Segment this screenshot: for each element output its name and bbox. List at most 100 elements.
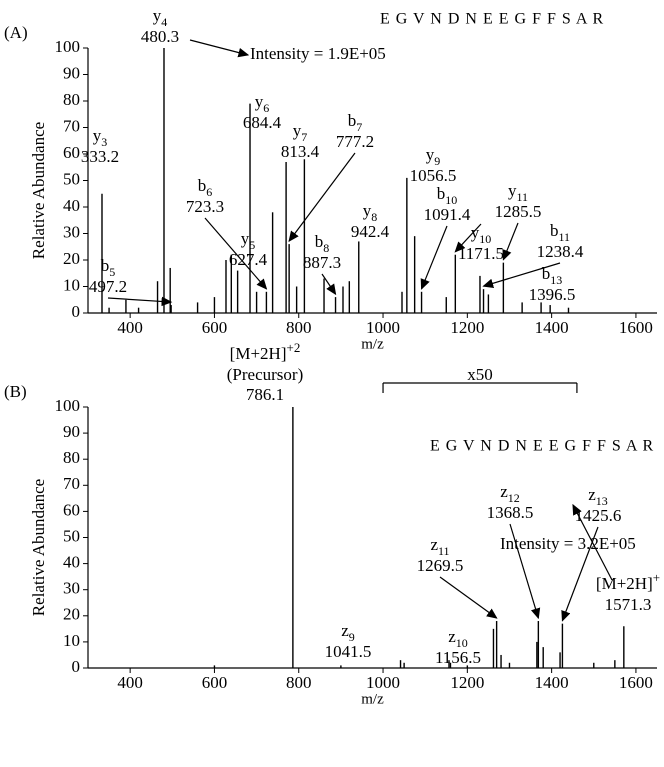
ion-label: z13	[588, 485, 608, 508]
label-arrow	[509, 523, 541, 620]
ion-mz: 627.4	[229, 250, 268, 269]
ion-mz: 942.4	[351, 222, 390, 241]
label-arrow	[107, 296, 173, 307]
ion-subscript: 5	[109, 265, 115, 279]
ion-name: b	[542, 264, 551, 283]
y-tick-label: 50	[63, 526, 80, 545]
ion-subscript: 8	[371, 210, 377, 224]
ion-label: [M+2H]+2	[230, 340, 301, 363]
y-tick-label: 70	[63, 116, 80, 135]
y-tick-label: 20	[63, 605, 80, 624]
ion-label: [M+2H]+	[596, 570, 660, 593]
ion-name: y	[153, 6, 162, 25]
ion-subscript: 5	[249, 238, 255, 252]
ion-name: b	[315, 232, 324, 251]
x-tick-label: 1600	[619, 673, 653, 692]
ion-mz: 497.2	[89, 277, 127, 296]
x-tick-label: 1400	[535, 318, 569, 337]
x-tick-label: 600	[202, 318, 228, 337]
peptide-sequence: E G V N D N E E G F F S A R	[430, 438, 654, 455]
ion-subscript: 11	[516, 190, 528, 204]
x-axis-label: m/z	[361, 336, 384, 352]
x-tick-label: 600	[202, 673, 228, 692]
y-tick-label: 100	[55, 396, 81, 415]
label-arrow	[439, 576, 498, 619]
ion-mz: 813.4	[281, 142, 320, 161]
y-tick-label: 40	[63, 196, 80, 215]
ion-mz: 786.1	[246, 385, 284, 404]
ion-name: z	[341, 621, 349, 640]
x-tick-label: 1200	[450, 673, 484, 692]
ion-label: y7	[293, 121, 308, 144]
ion-subscript: 7	[301, 130, 307, 144]
y-tick-label: 90	[63, 422, 80, 441]
ion-subscript: 9	[349, 630, 355, 644]
label-arrow	[204, 217, 268, 290]
ion-superscript: +	[653, 570, 660, 585]
panel-label: (B)	[4, 382, 27, 401]
label-arrow	[482, 262, 561, 288]
ion-label: b7	[348, 111, 363, 134]
ion-label: y6	[255, 92, 270, 115]
intensity-label: Intensity = 1.9E+05	[250, 44, 386, 63]
y-tick-label: 60	[63, 143, 80, 162]
ion-mz: 1091.4	[424, 205, 471, 224]
y-tick-label: 30	[63, 579, 80, 598]
ion-subscript: 4	[161, 15, 167, 29]
x-tick-label: 1200	[450, 318, 484, 337]
zoom-label: x50	[467, 365, 493, 384]
ion-subscript: 7	[356, 120, 362, 134]
ion-superscript: +2	[286, 340, 300, 355]
ion-mz: 1238.4	[537, 242, 584, 261]
x-tick-label: 1000	[366, 673, 400, 692]
ion-mz: 777.2	[336, 132, 374, 151]
ion-name: b	[550, 221, 559, 240]
ion-subscript: 10	[445, 193, 457, 207]
ion-mz: 1269.5	[417, 556, 464, 575]
ion-mz: 1041.5	[325, 642, 372, 661]
ion-mz: 1425.6	[575, 506, 622, 525]
ion-label: y3	[93, 126, 108, 149]
y-tick-label: 100	[55, 37, 81, 56]
ion-subscript: 13	[550, 273, 562, 287]
ion-label: y11	[508, 181, 528, 204]
y-tick-label: 40	[63, 553, 80, 572]
y-axis-label: Relative Abundance	[29, 479, 48, 616]
ion-name: y	[93, 126, 102, 145]
ion-subscript: 10	[479, 232, 491, 246]
ion-label: b11	[550, 221, 570, 244]
ion-name: b	[101, 256, 110, 275]
ion-note: (Precursor)	[227, 365, 303, 384]
ion-name: b	[198, 176, 207, 195]
y-tick-label: 70	[63, 474, 80, 493]
ion-subscript: 11	[558, 230, 570, 244]
ion-label: y10	[471, 223, 492, 246]
ion-subscript: 11	[438, 544, 450, 558]
y-tick-label: 20	[63, 249, 80, 268]
y-tick-label: 90	[63, 63, 80, 82]
ion-mz: 480.3	[141, 27, 179, 46]
ion-name: y	[293, 121, 302, 140]
y-tick-label: 30	[63, 222, 80, 241]
y-axis-label: Relative Abundance	[29, 122, 48, 259]
y-tick-label: 0	[72, 302, 81, 321]
ion-name: y	[426, 145, 435, 164]
intensity-label: Intensity = 3.2E+05	[500, 534, 636, 553]
panel-label: (A)	[4, 23, 28, 42]
label-arrow	[321, 273, 337, 296]
ion-name: z	[430, 535, 438, 554]
y-tick-label: 80	[63, 448, 80, 467]
ion-subscript: 10	[456, 636, 468, 650]
x-tick-label: 1600	[619, 318, 653, 337]
label-arrow	[420, 225, 448, 290]
ion-name: y	[471, 223, 480, 242]
ion-subscript: 6	[206, 185, 212, 199]
ion-subscript: 13	[596, 494, 608, 508]
intensity-arrow	[572, 503, 613, 581]
label-arrow	[454, 223, 482, 253]
ion-label: b13	[542, 264, 563, 287]
y-tick-label: 10	[63, 275, 80, 294]
y-tick-label: 80	[63, 90, 80, 109]
ion-subscript: 3	[101, 135, 107, 149]
